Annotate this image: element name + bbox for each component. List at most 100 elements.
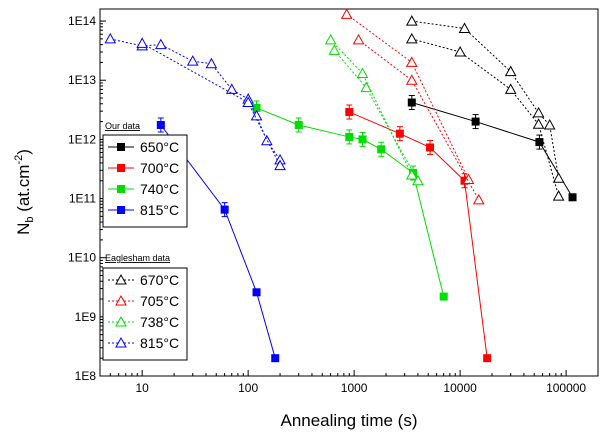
series-650-c-our-data-point [535,138,544,147]
legend-item-670-c-eaglesham-data: 670°C [108,272,179,288]
series-705-c-eaglesham-data-point [405,74,418,85]
legend-item-815-c-our-data: 815°C [108,202,179,218]
y-axis-title-sub: b [24,217,36,223]
legend-item-670-c-eaglesham-data-label: 670°C [140,272,179,288]
series-815-c-our-data-point [252,288,261,297]
series-815-c-eaglesham-data-point [260,134,273,146]
series-738-c-eaglesham-data-point [328,44,341,55]
x-tick-label: 100000 [546,381,586,395]
series-738-c-eaglesham-data-point [360,81,373,93]
series-705-c-eaglesham-data [352,33,485,205]
series-705-c-eaglesham-data-point [352,33,365,45]
series-815-c-our-data-point [156,121,165,130]
series-670-c-eaglesham-data-point [405,15,418,26]
series-815-c-eaglesham-data-point [205,57,218,69]
series-700-c-our-data-point [483,354,492,363]
series-815-c-eaglesham-data-point [274,159,286,171]
series-815-c-eaglesham-data-point [242,96,255,108]
series-815-c-our-data-point [271,354,280,363]
y-tick-label: 1E13 [68,73,96,87]
legend-item-700-c-our-data-marker [117,164,125,172]
series-738-c-eaglesham-data-point [412,174,424,186]
legend-title-our-data: Our data [105,121,140,131]
series-650-c-our-data [407,95,577,202]
series-670-c-eaglesham-data-point [532,118,545,129]
legend-our-data: Our data 650°C 700°C 740°C 815°C [102,121,188,228]
legend-item-705-c-eaglesham-data-marker [115,294,127,306]
series-700-c-our-data [345,104,492,363]
series-670-c-eaglesham-data-line [411,20,560,179]
series-740-c-our-data-point [358,135,367,144]
series-670-c-eaglesham-data-line [411,38,560,197]
legend-item-738-c-eaglesham-data-label: 738°C [140,314,179,330]
series-815-c-our-data-point [220,205,229,214]
series-670-c-eaglesham-data-point [552,190,565,201]
series-650-c-our-data-line [411,102,573,198]
legend-item-740-c-our-data: 740°C [108,181,179,197]
series-705-c-eaglesham-data-point [340,8,353,19]
x-axis-title: Annealing time (s) [280,411,417,430]
legend-item-705-c-eaglesham-data-label: 705°C [140,293,179,309]
series-740-c-our-data-point [294,121,303,130]
series-650-c-our-data-point [471,117,480,126]
series-670-c-eaglesham-data-point [552,172,565,183]
legend-item-815-c-our-data-marker [117,206,125,214]
series-705-c-eaglesham-data-point [462,173,475,184]
legend-item-700-c-our-data-label: 700°C [140,160,179,176]
legend-item-650-c-our-data-label: 650°C [140,139,179,155]
legend-item-738-c-eaglesham-data-marker [115,315,127,327]
series-670-c-eaglesham-data-point [504,65,517,77]
y-tick-label: 1E11 [69,192,96,206]
series-738-c-eaglesham-data-point [324,33,337,45]
series-670-c-eaglesham-data-point [405,32,418,44]
series-740-c-our-data [252,100,448,301]
y-axis-title: Nb (at.cm-2) [13,149,36,235]
legend-item-738-c-eaglesham-data: 738°C [108,314,179,330]
series-670-c-eaglesham-data-point [504,83,517,94]
x-axis-ticks: 10 100 1000 10000 100000 [99,370,599,395]
y-axis-title-main: N [14,223,33,235]
series-650-c-our-data-point [568,193,577,202]
series-738-c-eaglesham-data [328,44,424,186]
legend-item-815-c-our-data-label: 815°C [140,202,179,218]
series-670-c-eaglesham-data [405,15,565,183]
legend-item-700-c-our-data: 700°C [108,160,179,176]
series-705-c-eaglesham-data-point [405,56,418,67]
x-tick-label: 10000 [443,381,477,395]
series-670-c-eaglesham-data-point [454,45,466,57]
series-740-c-our-data-point [345,132,354,141]
y-axis-title-close: ) [14,149,33,155]
series-705-c-eaglesham-data-line [346,13,469,180]
y-tick-label: 1E10 [68,251,96,265]
x-tick-label: 10 [135,381,149,395]
y-axis-ticks: 1E8 1E9 1E10 1E11 1E12 1E13 1E14 [68,14,106,383]
legend-item-815-c-eaglesham-data: 815°C [108,335,179,351]
series-815-c-eaglesham-data-point [136,37,149,48]
series-705-c-eaglesham-data-point [472,193,485,205]
x-tick-label: 100 [238,381,258,395]
x-tick-label: 1000 [341,381,368,395]
series-738-c-eaglesham-data-line [330,39,413,176]
legend-item-815-c-eaglesham-data-marker [115,336,127,348]
series-740-c-our-data-point [377,145,386,154]
y-axis-title-rest: (at.cm [14,165,33,217]
legend-eaglesham-data: Eaglesham data 670°C 705°C 738°C 815°C [102,253,188,361]
series-815-c-eaglesham-data-point [104,32,117,44]
series-650-c-our-data-point [407,98,416,107]
series-738-c-eaglesham-data-point [356,67,369,78]
series-670-c-eaglesham-data-point [532,106,545,118]
legend-item-650-c-our-data-marker [117,143,125,151]
series-815-c-our-data-line [160,124,276,359]
series-705-c-eaglesham-data [340,8,475,184]
series-700-c-our-data-point [345,108,354,117]
y-tick-label: 1E8 [75,369,97,383]
y-tick-label: 1E9 [75,310,97,324]
series-670-c-eaglesham-data-point [543,118,556,130]
legend-item-815-c-eaglesham-data-label: 815°C [140,335,179,351]
series-740-c-our-data-point [252,103,261,112]
series-815-c-eaglesham-data-point [186,55,199,66]
series-815-c-eaglesham-data-point [154,38,167,50]
legend-item-740-c-our-data-marker [117,185,125,193]
series-740-c-our-data-point [439,292,448,301]
